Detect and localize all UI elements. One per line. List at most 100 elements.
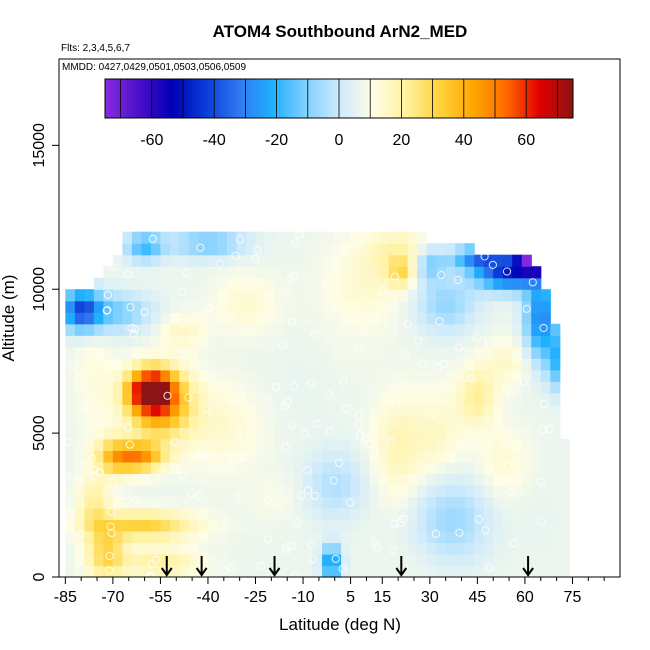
heatmap-cell xyxy=(398,507,409,521)
heatmap-cell xyxy=(312,507,323,521)
heatmap-cell xyxy=(255,381,266,394)
heatmap-cell xyxy=(379,381,390,394)
heatmap-cell xyxy=(531,266,542,279)
observation-marker xyxy=(437,270,446,280)
heatmap-cell xyxy=(236,404,247,417)
heatmap-cell xyxy=(188,335,200,348)
heatmap-cell xyxy=(65,461,76,474)
heatmap-cell xyxy=(322,519,333,532)
heatmap-cell xyxy=(265,289,276,302)
heatmap-cell xyxy=(188,254,200,267)
colorbar-segment xyxy=(445,79,449,118)
heatmap-cell xyxy=(65,530,76,544)
heatmap-cell xyxy=(303,243,314,256)
heatmap-cell xyxy=(103,553,114,567)
heatmap-cell xyxy=(331,381,342,394)
heatmap-cell xyxy=(341,381,352,394)
heatmap-cell xyxy=(312,289,323,302)
heatmap-cell xyxy=(255,553,266,567)
colorbar-segment xyxy=(407,79,412,118)
heatmap-cell xyxy=(350,507,361,521)
heatmap-cell xyxy=(455,266,466,279)
heatmap-cell xyxy=(103,519,114,532)
heatmap-cell xyxy=(255,358,266,371)
colorbar-segment xyxy=(310,79,315,118)
heatmap-cell xyxy=(112,530,123,544)
observation-marker xyxy=(223,517,232,527)
heatmap-cell xyxy=(217,404,228,417)
heatmap-cell xyxy=(379,323,390,336)
heatmap-cell xyxy=(84,530,95,544)
heatmap-cell xyxy=(179,484,190,498)
heatmap-cell xyxy=(103,427,114,440)
heatmap-cell xyxy=(521,427,532,440)
heatmap-cell xyxy=(426,438,437,451)
heatmap-cell xyxy=(255,427,266,440)
heatmap-cell xyxy=(360,427,371,440)
heatmap-cell xyxy=(512,427,523,440)
heatmap-cell xyxy=(217,369,228,382)
heatmap-cell xyxy=(103,358,114,371)
heatmap-cell xyxy=(207,530,219,544)
heatmap-cell xyxy=(455,335,466,348)
heatmap-cell xyxy=(502,404,513,417)
heatmap-cell xyxy=(521,369,532,382)
heatmap-cell xyxy=(407,415,418,428)
heatmap-cell xyxy=(312,277,323,290)
heatmap-cell xyxy=(474,553,485,567)
heatmap-cell xyxy=(236,450,247,463)
heatmap-cell xyxy=(179,254,190,267)
colorbar-segment xyxy=(245,79,250,118)
heatmap-cell xyxy=(122,450,133,463)
colorbar-segment xyxy=(554,79,558,118)
heatmap-cell xyxy=(293,553,304,567)
heatmap-cell xyxy=(188,277,200,290)
heatmap-cell xyxy=(84,553,95,567)
colorbar-segment xyxy=(136,79,140,118)
heatmap-cell xyxy=(550,553,561,567)
observation-marker xyxy=(147,571,156,581)
heatmap-cell xyxy=(483,335,494,348)
heatmap-cell xyxy=(103,496,114,509)
heatmap-cell xyxy=(265,507,276,521)
heatmap-cell xyxy=(293,542,304,555)
observation-marker xyxy=(184,393,193,402)
heatmap-cell xyxy=(103,335,114,348)
heatmap-cell xyxy=(341,369,352,382)
heatmap-cell xyxy=(169,404,181,417)
heatmap-cell xyxy=(540,427,551,440)
heatmap-cell xyxy=(322,484,333,498)
heatmap-cell xyxy=(388,461,399,474)
heatmap-cell xyxy=(207,277,219,290)
heatmap-cell xyxy=(265,254,276,267)
heatmap-cell xyxy=(198,231,209,244)
heatmap-cell xyxy=(179,266,190,279)
heatmap-cell xyxy=(521,392,532,405)
heatmap-cell xyxy=(150,300,162,313)
observation-marker xyxy=(140,308,149,317)
x-tick-label: -85 xyxy=(54,589,77,606)
heatmap-cell xyxy=(331,450,342,463)
heatmap-cell xyxy=(331,404,342,417)
heatmap-cell xyxy=(312,243,323,256)
heatmap-cell xyxy=(331,484,342,498)
heatmap-cell xyxy=(455,519,466,532)
heatmap-cell xyxy=(360,450,371,463)
heatmap-cell xyxy=(65,565,76,578)
heatmap-cell xyxy=(350,392,361,405)
colorbar-segment xyxy=(220,79,225,118)
heatmap-cell xyxy=(93,358,104,371)
heatmap-cell xyxy=(417,323,428,336)
observation-marker xyxy=(198,308,207,318)
heatmap-cell xyxy=(350,323,361,336)
heatmap-cell xyxy=(436,565,447,578)
observation-marker xyxy=(291,571,300,580)
heatmap-cell xyxy=(341,542,352,555)
heatmap-cell xyxy=(455,427,466,440)
observation-marker xyxy=(148,234,157,243)
heatmap-cell xyxy=(350,565,361,578)
heatmap-cell xyxy=(417,530,428,544)
heatmap-cell xyxy=(293,473,304,486)
heatmap-cell xyxy=(160,461,171,474)
observation-marker xyxy=(290,381,299,390)
